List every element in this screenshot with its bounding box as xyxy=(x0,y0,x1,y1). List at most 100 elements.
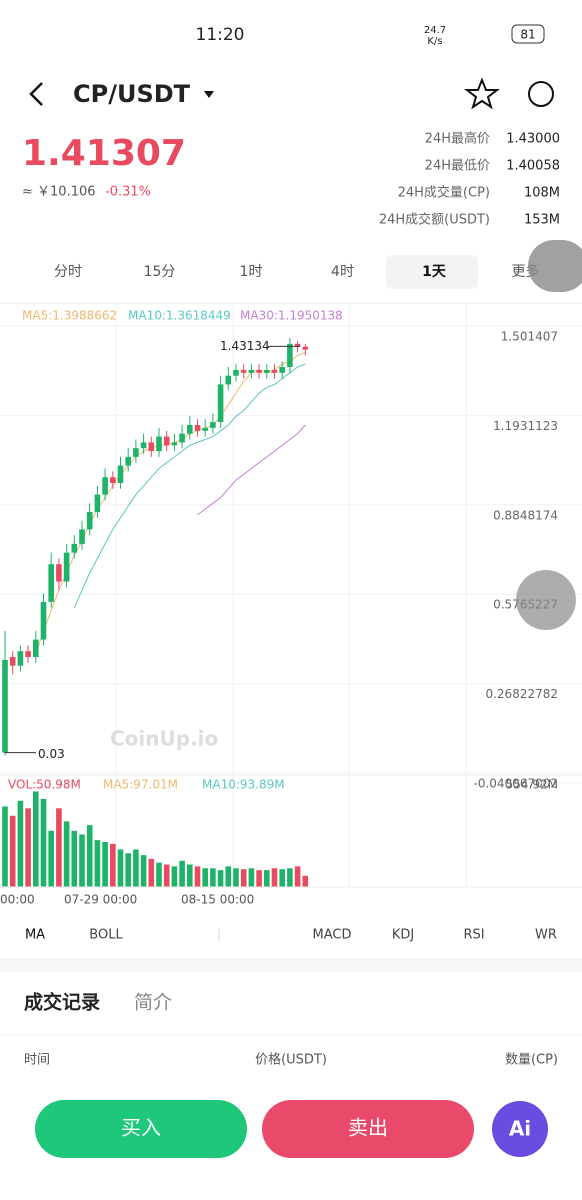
back[interactable] xyxy=(29,82,43,106)
volume-bar xyxy=(94,840,101,887)
volume-legend: MA10:93.89M xyxy=(202,778,285,792)
change: -0.31% xyxy=(105,185,151,200)
volume-bar xyxy=(163,864,170,887)
candle-body xyxy=(248,369,255,373)
indicator-tab[interactable]: WR xyxy=(535,928,557,943)
ma-legend: MA5:1.3988662 xyxy=(22,309,117,323)
volume-bar xyxy=(40,798,47,887)
volume-bar xyxy=(225,866,232,887)
candle-body xyxy=(133,448,139,457)
indicator-tab[interactable]: MA xyxy=(25,928,45,943)
y-tick-label: 1.501407 xyxy=(501,330,558,344)
volume-bar xyxy=(56,808,62,887)
pair-dropdown[interactable] xyxy=(204,91,214,98)
volume-bar xyxy=(2,806,8,887)
col-header: 价格(USDT) xyxy=(255,1052,327,1068)
candle-body xyxy=(86,511,93,530)
volume-bar xyxy=(17,800,24,887)
timeframe-tab[interactable]: 15分 xyxy=(144,264,176,280)
buy-button[interactable] xyxy=(35,1100,247,1158)
candle-body xyxy=(240,369,247,373)
candle-body xyxy=(56,564,62,582)
y-tick-label: 0.8848174 xyxy=(493,508,558,522)
col-header: 时间 xyxy=(24,1053,50,1068)
candle-body xyxy=(140,442,147,449)
candle-body xyxy=(256,369,262,373)
candle-body xyxy=(2,659,8,753)
volume-bar xyxy=(287,868,293,887)
indicator-tab[interactable]: BOLL xyxy=(89,928,123,943)
volume-bar xyxy=(171,866,178,887)
volume-bar xyxy=(117,849,124,887)
watermark: CoinUp.io xyxy=(110,727,218,751)
volume-bar xyxy=(217,870,224,887)
indicator-tab[interactable]: KDJ xyxy=(392,928,414,943)
volume-bar xyxy=(9,815,16,887)
timeframe-tab[interactable]: 1天 xyxy=(422,264,447,280)
timeframe-tab[interactable]: 分时 xyxy=(54,264,82,280)
indicator-tab[interactable]: RSI xyxy=(463,928,484,943)
sell-label[interactable]: 卖出 xyxy=(348,1116,388,1140)
share[interactable] xyxy=(528,81,554,107)
candle-body xyxy=(233,369,239,376)
candle-body xyxy=(48,564,54,602)
float-button[interactable] xyxy=(516,570,576,630)
stat-label: 24H最低价 xyxy=(425,159,490,174)
volume-tick-label: 554.92M xyxy=(506,778,558,792)
candle-body xyxy=(33,639,39,657)
volume-bar xyxy=(140,855,147,887)
candle-body xyxy=(40,601,47,640)
ai-button[interactable] xyxy=(492,1101,548,1157)
last-price: 1.41307 xyxy=(22,133,186,174)
separator xyxy=(0,958,582,972)
volume-bar xyxy=(302,875,309,887)
volume-bar xyxy=(187,864,193,887)
candle-body xyxy=(210,422,216,428)
x-tick-label: 08-15 00:00 xyxy=(181,893,254,907)
candle-body xyxy=(9,656,16,666)
y-tick-label: 1.1931123 xyxy=(493,419,558,433)
stat-label: 24H成交量(CP) xyxy=(398,185,490,201)
section-tab[interactable]: 简介 xyxy=(134,992,172,1014)
high-marker: 1.43134 xyxy=(220,339,270,353)
candle-body xyxy=(187,425,193,434)
candle-body xyxy=(264,369,270,373)
candle-body xyxy=(117,465,124,483)
battery-icon xyxy=(511,24,545,44)
candle-body xyxy=(25,651,31,657)
candle-body xyxy=(279,367,285,373)
ma-line xyxy=(73,363,306,608)
buy-label[interactable]: 买入 xyxy=(121,1116,161,1140)
volume-bar xyxy=(148,858,155,887)
volume-bar xyxy=(202,868,208,887)
volume-bar xyxy=(271,868,278,887)
candle-body xyxy=(71,543,78,553)
net-unit: K/s xyxy=(427,36,442,47)
volume-bar xyxy=(110,843,116,887)
stat-value: 1.43000 xyxy=(506,132,560,147)
ai-label[interactable]: Ai xyxy=(509,1117,531,1141)
volume-bar xyxy=(194,866,201,887)
volume-bar xyxy=(48,830,54,887)
section-tab[interactable]: 成交记录 xyxy=(24,991,100,1014)
timeframe-tab[interactable]: 4时 xyxy=(331,264,354,280)
net-speed: 24.7 xyxy=(424,25,446,36)
volume-bar xyxy=(248,868,255,887)
stat-value: 153M xyxy=(524,213,560,228)
pair[interactable]: CP/USDT xyxy=(73,80,191,108)
candle-body xyxy=(102,477,108,495)
candle-body xyxy=(79,529,85,544)
float-button[interactable] xyxy=(528,240,582,292)
volume-bar xyxy=(71,830,78,887)
candle-body xyxy=(202,427,208,431)
ma-line xyxy=(35,352,306,655)
sell-button[interactable] xyxy=(262,1100,474,1158)
candle-body xyxy=(148,442,155,452)
indicator-tab[interactable]: MACD xyxy=(313,928,352,943)
volume-legend: MA5:97.01M xyxy=(103,778,178,792)
volume-bar xyxy=(279,869,285,887)
candle-body xyxy=(302,346,309,350)
favorite[interactable] xyxy=(464,77,500,110)
timeframe-tab[interactable]: 1时 xyxy=(240,264,263,280)
